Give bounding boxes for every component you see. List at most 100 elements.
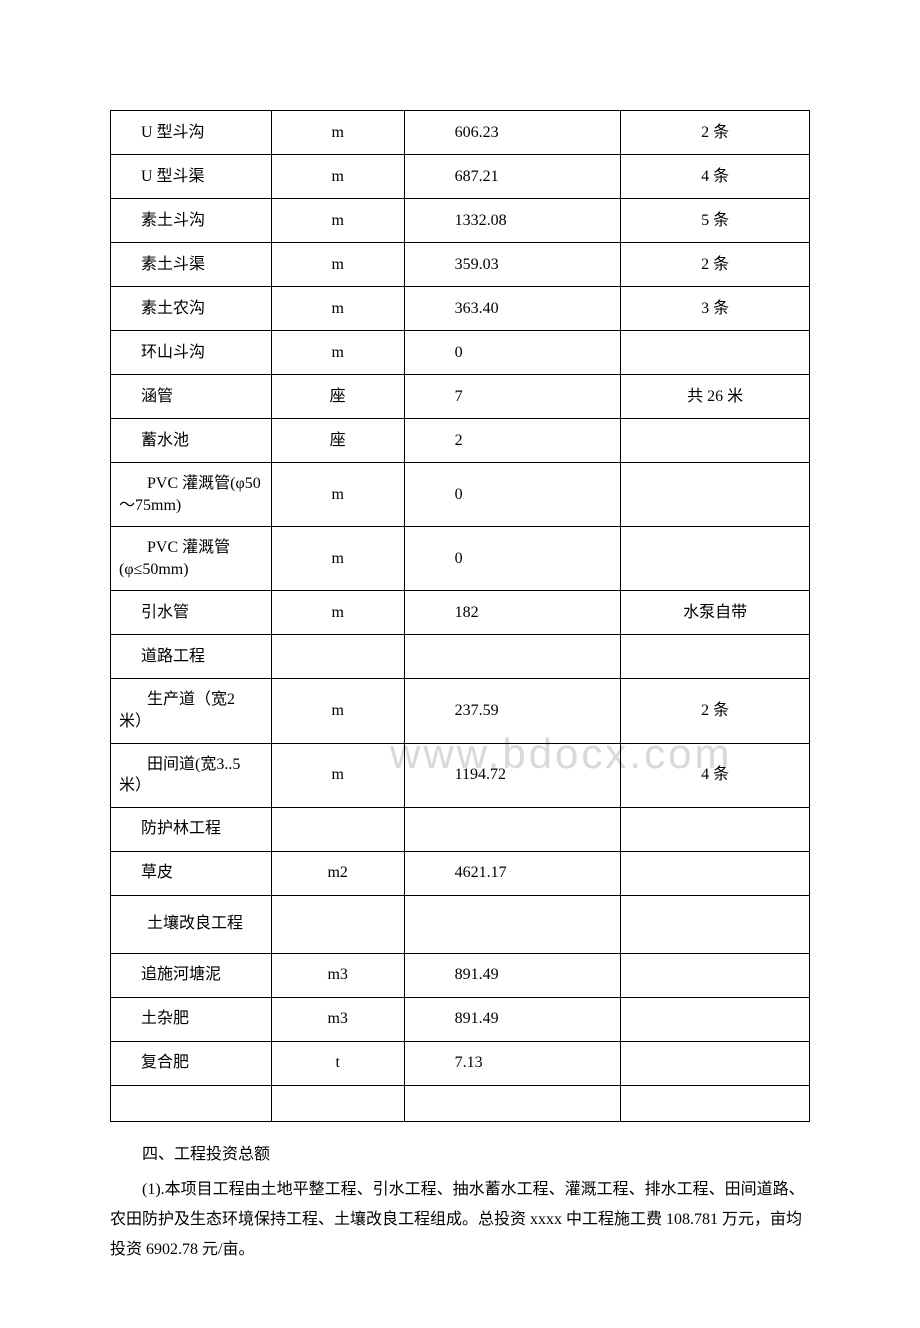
note-cell <box>621 895 810 953</box>
item-name-cell: 防护林工程 <box>111 807 272 851</box>
table-row: 蓄水池座2 <box>111 419 810 463</box>
quantity-cell: 4621.17 <box>404 851 621 895</box>
item-name-cell: 素土斗沟 <box>111 199 272 243</box>
unit-cell: t <box>271 1041 404 1085</box>
item-name-cell: 道路工程 <box>111 635 272 679</box>
engineering-quantity-table: U 型斗沟m606.232 条U 型斗渠m687.214 条素土斗沟m1332.… <box>110 110 810 1122</box>
unit-cell: m <box>271 679 404 743</box>
item-name-cell: 生产道（宽2 米） <box>111 679 272 743</box>
note-cell: 2 条 <box>621 111 810 155</box>
empty-cell <box>111 1085 272 1121</box>
note-cell <box>621 463 810 527</box>
unit-cell: m <box>271 463 404 527</box>
quantity-cell: 0 <box>404 463 621 527</box>
note-cell: 2 条 <box>621 243 810 287</box>
quantity-cell: 1332.08 <box>404 199 621 243</box>
note-cell: 4 条 <box>621 155 810 199</box>
item-name-cell: 草皮 <box>111 851 272 895</box>
unit-cell: 座 <box>271 375 404 419</box>
table-row: 素土斗渠m359.032 条 <box>111 243 810 287</box>
item-name-cell: 田间道(宽3..5 米） <box>111 743 272 807</box>
item-name-cell: 涵管 <box>111 375 272 419</box>
quantity-cell: 2 <box>404 419 621 463</box>
quantity-cell: 7 <box>404 375 621 419</box>
unit-cell: m2 <box>271 851 404 895</box>
note-cell <box>621 851 810 895</box>
item-name-cell: 素土农沟 <box>111 287 272 331</box>
note-cell: 共 26 米 <box>621 375 810 419</box>
table-row: 道路工程 <box>111 635 810 679</box>
quantity-cell: 606.23 <box>404 111 621 155</box>
note-cell <box>621 953 810 997</box>
table-row: U 型斗渠m687.214 条 <box>111 155 810 199</box>
quantity-cell: 0 <box>404 331 621 375</box>
table-row: 环山斗沟m0 <box>111 331 810 375</box>
quantity-cell: 891.49 <box>404 997 621 1041</box>
table-row: 素土斗沟m1332.085 条 <box>111 199 810 243</box>
quantity-cell <box>404 895 621 953</box>
table-row: PVC 灌溉管(φ≤50mm)m0 <box>111 527 810 591</box>
item-name-cell: 复合肥 <box>111 1041 272 1085</box>
unit-cell <box>271 807 404 851</box>
note-cell: 5 条 <box>621 199 810 243</box>
unit-cell: m <box>271 331 404 375</box>
unit-cell: m <box>271 243 404 287</box>
quantity-cell: 0 <box>404 527 621 591</box>
note-cell: 4 条 <box>621 743 810 807</box>
item-name-cell: 引水管 <box>111 591 272 635</box>
table-row: 生产道（宽2 米）m237.592 条 <box>111 679 810 743</box>
quantity-cell: 237.59 <box>404 679 621 743</box>
table-row: 引水管m182水泵自带 <box>111 591 810 635</box>
note-cell <box>621 635 810 679</box>
item-name-cell: 土杂肥 <box>111 997 272 1041</box>
item-name-cell: 环山斗沟 <box>111 331 272 375</box>
note-cell <box>621 1041 810 1085</box>
table-row: PVC 灌溉管(φ50～75mm)m0 <box>111 463 810 527</box>
section-paragraph: (1).本项目工程由土地平整工程、引水工程、抽水蓄水工程、灌溉工程、排水工程、田… <box>110 1175 810 1264</box>
section-title: 四、工程投资总额 <box>110 1140 810 1170</box>
table-row: 复合肥t7.13 <box>111 1041 810 1085</box>
quantity-cell: 363.40 <box>404 287 621 331</box>
quantity-cell: 891.49 <box>404 953 621 997</box>
item-name-cell: PVC 灌溉管(φ≤50mm) <box>111 527 272 591</box>
note-cell: 2 条 <box>621 679 810 743</box>
note-cell <box>621 997 810 1041</box>
table-row: 素土农沟m363.403 条 <box>111 287 810 331</box>
quantity-cell: 1194.72 <box>404 743 621 807</box>
unit-cell: 座 <box>271 419 404 463</box>
note-cell <box>621 419 810 463</box>
quantity-cell: 687.21 <box>404 155 621 199</box>
unit-cell: m <box>271 111 404 155</box>
quantity-cell <box>404 635 621 679</box>
empty-cell <box>621 1085 810 1121</box>
item-name-cell: 素土斗渠 <box>111 243 272 287</box>
empty-cell <box>404 1085 621 1121</box>
table-row: 追施河塘泥m3891.49 <box>111 953 810 997</box>
quantity-cell: 7.13 <box>404 1041 621 1085</box>
unit-cell: m3 <box>271 997 404 1041</box>
item-name-cell: U 型斗沟 <box>111 111 272 155</box>
quantity-cell: 182 <box>404 591 621 635</box>
body-text-section: 四、工程投资总额 (1).本项目工程由土地平整工程、引水工程、抽水蓄水工程、灌溉… <box>110 1140 810 1264</box>
table-row <box>111 1085 810 1121</box>
unit-cell: m3 <box>271 953 404 997</box>
unit-cell <box>271 635 404 679</box>
note-cell: 水泵自带 <box>621 591 810 635</box>
table-row: 防护林工程 <box>111 807 810 851</box>
item-name-cell: PVC 灌溉管(φ50～75mm) <box>111 463 272 527</box>
table-row: 涵管座7共 26 米 <box>111 375 810 419</box>
item-name-cell: 蓄水池 <box>111 419 272 463</box>
table-row: 土壤改良工程 <box>111 895 810 953</box>
empty-cell <box>271 1085 404 1121</box>
table-row: U 型斗沟m606.232 条 <box>111 111 810 155</box>
unit-cell: m <box>271 199 404 243</box>
table-row: 草皮m24621.17 <box>111 851 810 895</box>
note-cell <box>621 331 810 375</box>
quantity-cell: 359.03 <box>404 243 621 287</box>
quantity-cell <box>404 807 621 851</box>
unit-cell: m <box>271 155 404 199</box>
unit-cell: m <box>271 527 404 591</box>
table-row: 土杂肥m3891.49 <box>111 997 810 1041</box>
item-name-cell: 土壤改良工程 <box>111 895 272 953</box>
item-name-cell: U 型斗渠 <box>111 155 272 199</box>
